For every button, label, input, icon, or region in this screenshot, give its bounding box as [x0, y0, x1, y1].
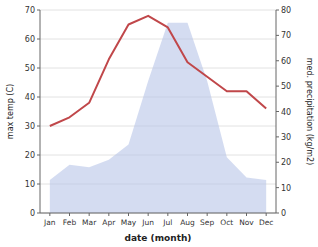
x-tick-label: May [121, 218, 137, 227]
x-tick [148, 213, 149, 216]
y-tick-label: 70 [25, 6, 35, 15]
x-tick [89, 213, 90, 216]
y2-tick [276, 213, 279, 214]
y-tick-label: 10 [25, 180, 35, 189]
y2-tick-label: 0 [281, 209, 286, 218]
y-tick [37, 39, 40, 40]
x-tick-label: Apr [102, 218, 116, 227]
x-tick-label: Nov [239, 218, 254, 227]
x-tick-label: Jan [43, 218, 56, 227]
x-tick-label: Jun [141, 218, 154, 227]
x-tick-label: Feb [63, 218, 77, 227]
y-tick-label: 40 [25, 93, 35, 102]
y-axis-line [40, 10, 41, 213]
y2-tick-label: 20 [281, 158, 291, 167]
x-tick [69, 213, 70, 216]
y-tick [37, 68, 40, 69]
x-tick-label: Jul [162, 218, 172, 227]
temp-line [50, 16, 266, 126]
grid-line [40, 10, 276, 11]
plot-area [50, 16, 266, 213]
y2-tick [276, 187, 279, 188]
precip-area [50, 23, 266, 213]
chart: 0 10 20 30 40 50 60 70 0 10 20 30 40 50 60 70 80 Jan Feb Ma… [0, 0, 318, 247]
x-tick [49, 213, 50, 216]
y-tick-label: 0 [30, 209, 35, 218]
chart-container: 0 10 20 30 40 50 60 70 0 10 20 30 40 50 60 70 80 Jan Feb Ma… [0, 0, 318, 247]
x-tick [128, 213, 129, 216]
y2-tick-label: 10 [281, 184, 291, 193]
x-tick [108, 213, 109, 216]
y-tick [37, 10, 40, 11]
y2-tick [276, 136, 279, 137]
y-tick [37, 97, 40, 98]
x-tick [226, 213, 227, 216]
y2-tick-label: 60 [281, 57, 291, 66]
y2-tick-label: 50 [281, 82, 291, 91]
y-tick [37, 126, 40, 127]
x-tick-label: Mar [82, 218, 97, 227]
x-axis-line [40, 213, 276, 214]
y-tick-label: 30 [25, 122, 35, 131]
y-tick [37, 155, 40, 156]
y2-axis-title: med. precipitation (kg/m2) [305, 58, 314, 165]
y2-tick [276, 60, 279, 61]
x-tick [187, 213, 188, 216]
grid-line [40, 39, 276, 40]
y2-tick [276, 111, 279, 112]
grid-line [40, 213, 276, 214]
y-tick-label: 50 [25, 64, 35, 73]
y-tick [37, 184, 40, 185]
y2-tick [276, 10, 279, 11]
x-tick-label: Oct [220, 218, 233, 227]
y2-tick [276, 86, 279, 87]
y2-tick [276, 162, 279, 163]
y-tick-label: 60 [25, 35, 35, 44]
x-tick [266, 213, 267, 216]
x-tick [207, 213, 208, 216]
y-tick [37, 213, 40, 214]
x-tick-label: Sep [200, 218, 214, 227]
y2-tick-label: 40 [281, 108, 291, 117]
x-tick [246, 213, 247, 216]
y2-tick-label: 80 [281, 6, 291, 15]
y-axis-title: max temp (C) [6, 84, 15, 139]
x-tick-label: Aug [180, 218, 195, 227]
y2-tick-label: 70 [281, 31, 291, 40]
y2-tick [276, 35, 279, 36]
x-tick-label: Dec [259, 218, 274, 227]
y-tick-label: 20 [25, 151, 35, 160]
x-tick [167, 213, 168, 216]
x-axis-title: date (month) [125, 233, 192, 243]
y2-tick-label: 30 [281, 133, 291, 142]
